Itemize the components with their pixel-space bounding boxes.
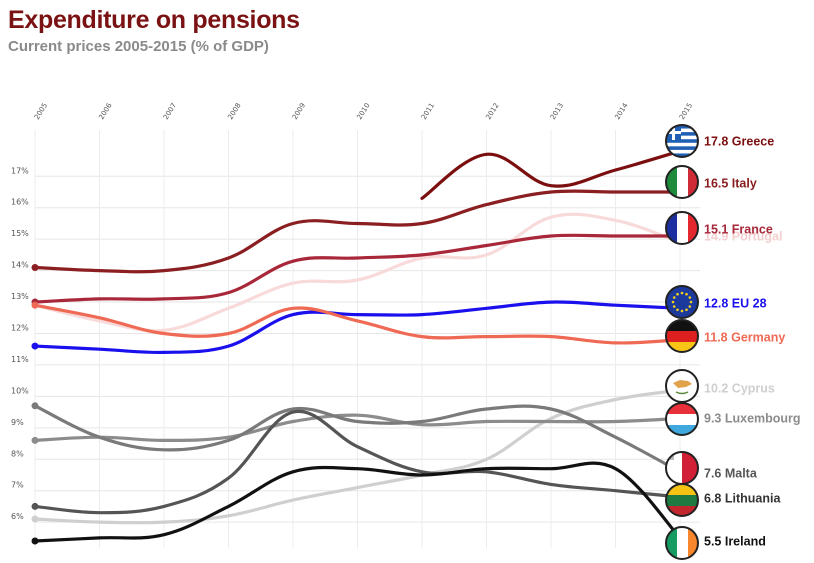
end-label-ireland: 5.5 Ireland xyxy=(704,535,766,549)
x-tick-label: 2015 xyxy=(678,102,694,121)
y-axis-ticks: 6% 7% 8% 9% 10% 11% 12% 13% 14% 15% 16% 17% xyxy=(11,166,29,521)
end-label-germany: 11.8 Germany xyxy=(704,331,785,345)
y-tick-label: 8% xyxy=(11,449,24,458)
y-tick-label: 13% xyxy=(11,292,29,301)
x-axis-ticks: 2005 2006 2007 2008 2009 2010 2011 2012 2013 2014… xyxy=(33,101,694,121)
series-line-cyprus xyxy=(33,388,682,525)
y-tick-label: 9% xyxy=(11,418,24,427)
series-line-ireland xyxy=(33,461,682,543)
end-label-eu-28: 12.8 EU 28 xyxy=(704,297,767,311)
end-label-france: 15.1 France xyxy=(704,223,773,237)
end-label-lithuania: 6.8 Lithuania xyxy=(704,492,781,506)
y-tick-label: 6% xyxy=(11,512,24,521)
x-tick-label: 2006 xyxy=(97,101,114,121)
end-label-luxembourg: 9.3 Luxembourg xyxy=(704,412,801,426)
series-start-point-germany xyxy=(31,301,39,309)
chart-title: Expenditure on pensions xyxy=(8,6,300,34)
y-tick-label: 7% xyxy=(11,481,24,490)
y-tick-label: 17% xyxy=(11,166,29,175)
end-label-portugal: 14.9 Portugal xyxy=(704,230,783,244)
malta-flag-icon xyxy=(665,451,699,485)
france-flag-icon xyxy=(665,211,699,245)
ireland-flag-icon xyxy=(665,526,699,560)
luxembourg-flag-icon xyxy=(665,402,699,436)
y-tick-label: 10% xyxy=(11,386,29,395)
series-line-lithuania xyxy=(33,409,682,515)
y-tick-label: 12% xyxy=(11,323,29,332)
x-tick-label: 2009 xyxy=(291,102,307,121)
x-tick-label: 2005 xyxy=(33,102,49,121)
y-tick-label: 15% xyxy=(11,229,29,238)
end-label-italy: 16.5 Italy xyxy=(704,177,757,191)
series-line-germany xyxy=(33,303,682,345)
end-label-malta: 7.6 Malta xyxy=(704,467,758,481)
flag-icons xyxy=(665,124,699,560)
italy-flag-icon xyxy=(665,165,699,199)
x-tick-label: 2007 xyxy=(162,102,178,121)
series-line-luxembourg xyxy=(33,413,682,443)
cyprus-flag-icon xyxy=(665,369,699,403)
germany-flag-icon xyxy=(665,319,699,353)
x-tick-label: 2008 xyxy=(226,102,242,121)
y-tick-label: 16% xyxy=(11,198,29,207)
series-start-point-malta xyxy=(31,402,39,410)
x-tick-label: 2012 xyxy=(484,102,500,121)
lithuania-flag-icon xyxy=(665,483,699,517)
series-lines xyxy=(33,149,682,543)
series-start-point-lithuania xyxy=(31,502,39,510)
end-label-cyprus: 10.2 Cyprus xyxy=(704,382,775,396)
end-label-greece: 17.8 Greece xyxy=(704,135,774,149)
series-start-point-ireland xyxy=(31,537,39,545)
series-line-malta xyxy=(33,404,682,474)
series-line-france xyxy=(33,233,682,304)
x-tick-label: 2014 xyxy=(613,101,630,121)
x-tick-label: 2010 xyxy=(355,102,371,121)
series-start-point-eu-28 xyxy=(31,342,39,350)
series-line-eu-28 xyxy=(33,300,682,355)
y-tick-label: 11% xyxy=(11,355,29,364)
series-line-greece xyxy=(420,149,682,200)
series-start-point-italy xyxy=(31,263,39,271)
series-start-points xyxy=(31,263,39,545)
chart-subtitle: Current prices 2005-2015 (% of GDP) xyxy=(8,38,269,55)
series-line-italy xyxy=(33,189,682,274)
eu-flag-icon xyxy=(665,285,699,319)
series-start-point-luxembourg xyxy=(31,436,39,444)
y-tick-label: 14% xyxy=(11,261,29,270)
x-tick-label: 2013 xyxy=(549,102,565,121)
greece-flag-icon xyxy=(665,124,699,158)
x-tick-label: 2011 xyxy=(420,102,436,121)
series-start-point-cyprus xyxy=(31,515,39,523)
